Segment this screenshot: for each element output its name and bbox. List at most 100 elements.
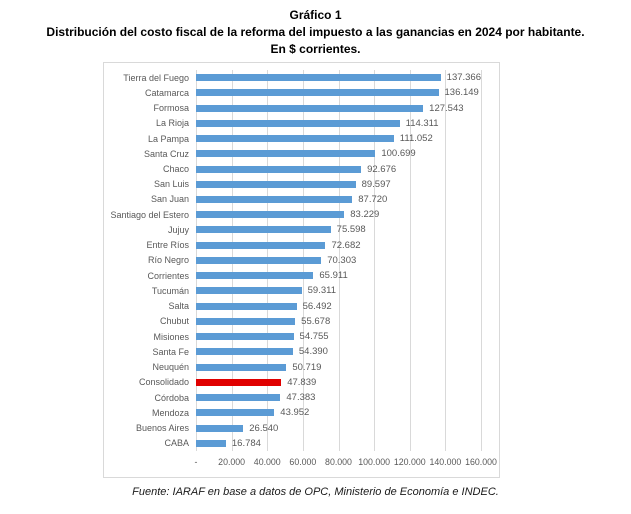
bar	[196, 165, 362, 173]
category-label: Jujuy	[167, 224, 189, 235]
value-label: 59.311	[307, 285, 336, 297]
bar-track: 137.366	[196, 72, 481, 83]
chart-title-line1: Gráfico 1	[289, 8, 342, 22]
gridline	[445, 70, 447, 451]
bar-row: Santa Fe 54.390	[104, 344, 499, 359]
bar-row: Corrientes 65.911	[104, 268, 499, 283]
category-label: La Rioja	[155, 118, 189, 129]
category-label: Corrientes	[147, 270, 189, 281]
value-label: 55.678	[301, 315, 331, 327]
bar	[196, 333, 294, 341]
bar	[196, 394, 281, 402]
bar-row: Buenos Aires 26.540	[104, 420, 499, 435]
bar	[196, 409, 275, 417]
value-label: 54.390	[298, 346, 328, 358]
bar-row: Misiones 54.755	[104, 329, 499, 344]
value-label: 87.720	[358, 193, 388, 205]
bar	[196, 439, 226, 447]
category-label: Santa Fe	[152, 346, 189, 357]
bar	[196, 424, 244, 432]
value-label: 89.597	[361, 178, 391, 190]
bar-row: Salta 56.492	[104, 299, 499, 314]
value-label: 100.699	[381, 148, 416, 160]
bar	[196, 363, 287, 371]
x-axis-tick: 120.000	[393, 457, 426, 467]
category-label: Tierra del Fuego	[123, 72, 189, 83]
category-label: San Juan	[150, 194, 189, 205]
value-label: 16.784	[231, 437, 261, 449]
bar-row: Río Negro 70.303	[104, 253, 499, 268]
bar-track: 114.311	[196, 118, 481, 129]
x-axis-tick: 40.000	[253, 457, 281, 467]
category-label: San Luis	[153, 179, 189, 190]
value-label: 47.839	[287, 376, 317, 388]
bar	[196, 211, 345, 219]
x-axis-tick: 140.000	[429, 457, 462, 467]
bar-track: 16.784	[196, 438, 481, 449]
bar	[196, 302, 297, 310]
bar-row: Tierra del Fuego 137.366	[104, 70, 499, 85]
gridline	[409, 70, 411, 451]
category-label: Neuquén	[152, 362, 189, 373]
gridline	[338, 70, 340, 451]
category-label: CABA	[164, 438, 189, 449]
bar	[196, 150, 376, 158]
category-label: Catamarca	[144, 87, 189, 98]
value-label: 43.952	[280, 407, 310, 419]
bar-track: 65.911	[196, 270, 481, 281]
value-label: 50.719	[292, 361, 322, 373]
bar-track: 70.303	[196, 255, 481, 266]
value-label: 83.229	[350, 209, 380, 221]
bar-track: 75.598	[196, 224, 481, 235]
bar-row: Mendoza 43.952	[104, 405, 499, 420]
bar-track: 56.492	[196, 301, 481, 312]
plot-area: Tierra del Fuego 137.366 Catamarca 136.149 F…	[104, 70, 499, 451]
value-label: 26.540	[249, 422, 279, 434]
bar-row: Santa Cruz 100.699	[104, 146, 499, 161]
chart-title-block: Gráfico 1 Distribución del costo fiscal …	[0, 7, 631, 58]
category-label: Consolidado	[138, 377, 189, 388]
value-label: 127.543	[429, 102, 464, 114]
bar	[196, 89, 439, 97]
value-label: 136.149	[444, 87, 479, 99]
bar-track: 136.149	[196, 87, 481, 98]
category-label: Chaco	[162, 164, 189, 175]
bar-row: San Luis 89.597	[104, 177, 499, 192]
bar	[196, 241, 326, 249]
value-label: 56.492	[302, 300, 332, 312]
bar-row: La Pampa 111.052	[104, 131, 499, 146]
bar-track: 50.719	[196, 362, 481, 373]
bar-track: 47.839	[196, 377, 481, 388]
bar-track: 100.699	[196, 148, 481, 159]
category-label: Salta	[168, 301, 189, 312]
gridline	[481, 70, 482, 451]
bar-track: 54.390	[196, 346, 481, 357]
category-label: Santiago del Estero	[110, 209, 189, 220]
bar	[196, 119, 400, 127]
bar	[196, 195, 353, 203]
bar-row: San Juan 87.720	[104, 192, 499, 207]
bar-track: 59.311	[196, 285, 481, 296]
category-label: Chubut	[159, 316, 189, 327]
bar-row: Santiago del Estero 83.229	[104, 207, 499, 222]
bar	[196, 348, 293, 356]
bar-track: 127.543	[196, 103, 481, 114]
bar	[196, 256, 322, 264]
value-label: 70.303	[327, 254, 357, 266]
bar-row: Córdoba 47.383	[104, 390, 499, 405]
highlighted-bar	[196, 378, 282, 386]
bar-track: 54.755	[196, 331, 481, 342]
value-label: 54.755	[299, 331, 329, 343]
bar-track: 92.676	[196, 164, 481, 175]
bar	[196, 180, 356, 188]
bar-track: 72.682	[196, 240, 481, 251]
bar-row: Chaco 92.676	[104, 161, 499, 176]
bar-row: Formosa 127.543	[104, 100, 499, 115]
bar	[196, 135, 394, 143]
value-label: 111.052	[399, 133, 433, 145]
bar-track: 26.540	[196, 423, 481, 434]
value-label: 75.598	[336, 224, 366, 236]
bar	[196, 287, 302, 295]
bar-row: La Rioja 114.311	[104, 116, 499, 131]
x-axis-tick: 100.000	[358, 457, 391, 467]
